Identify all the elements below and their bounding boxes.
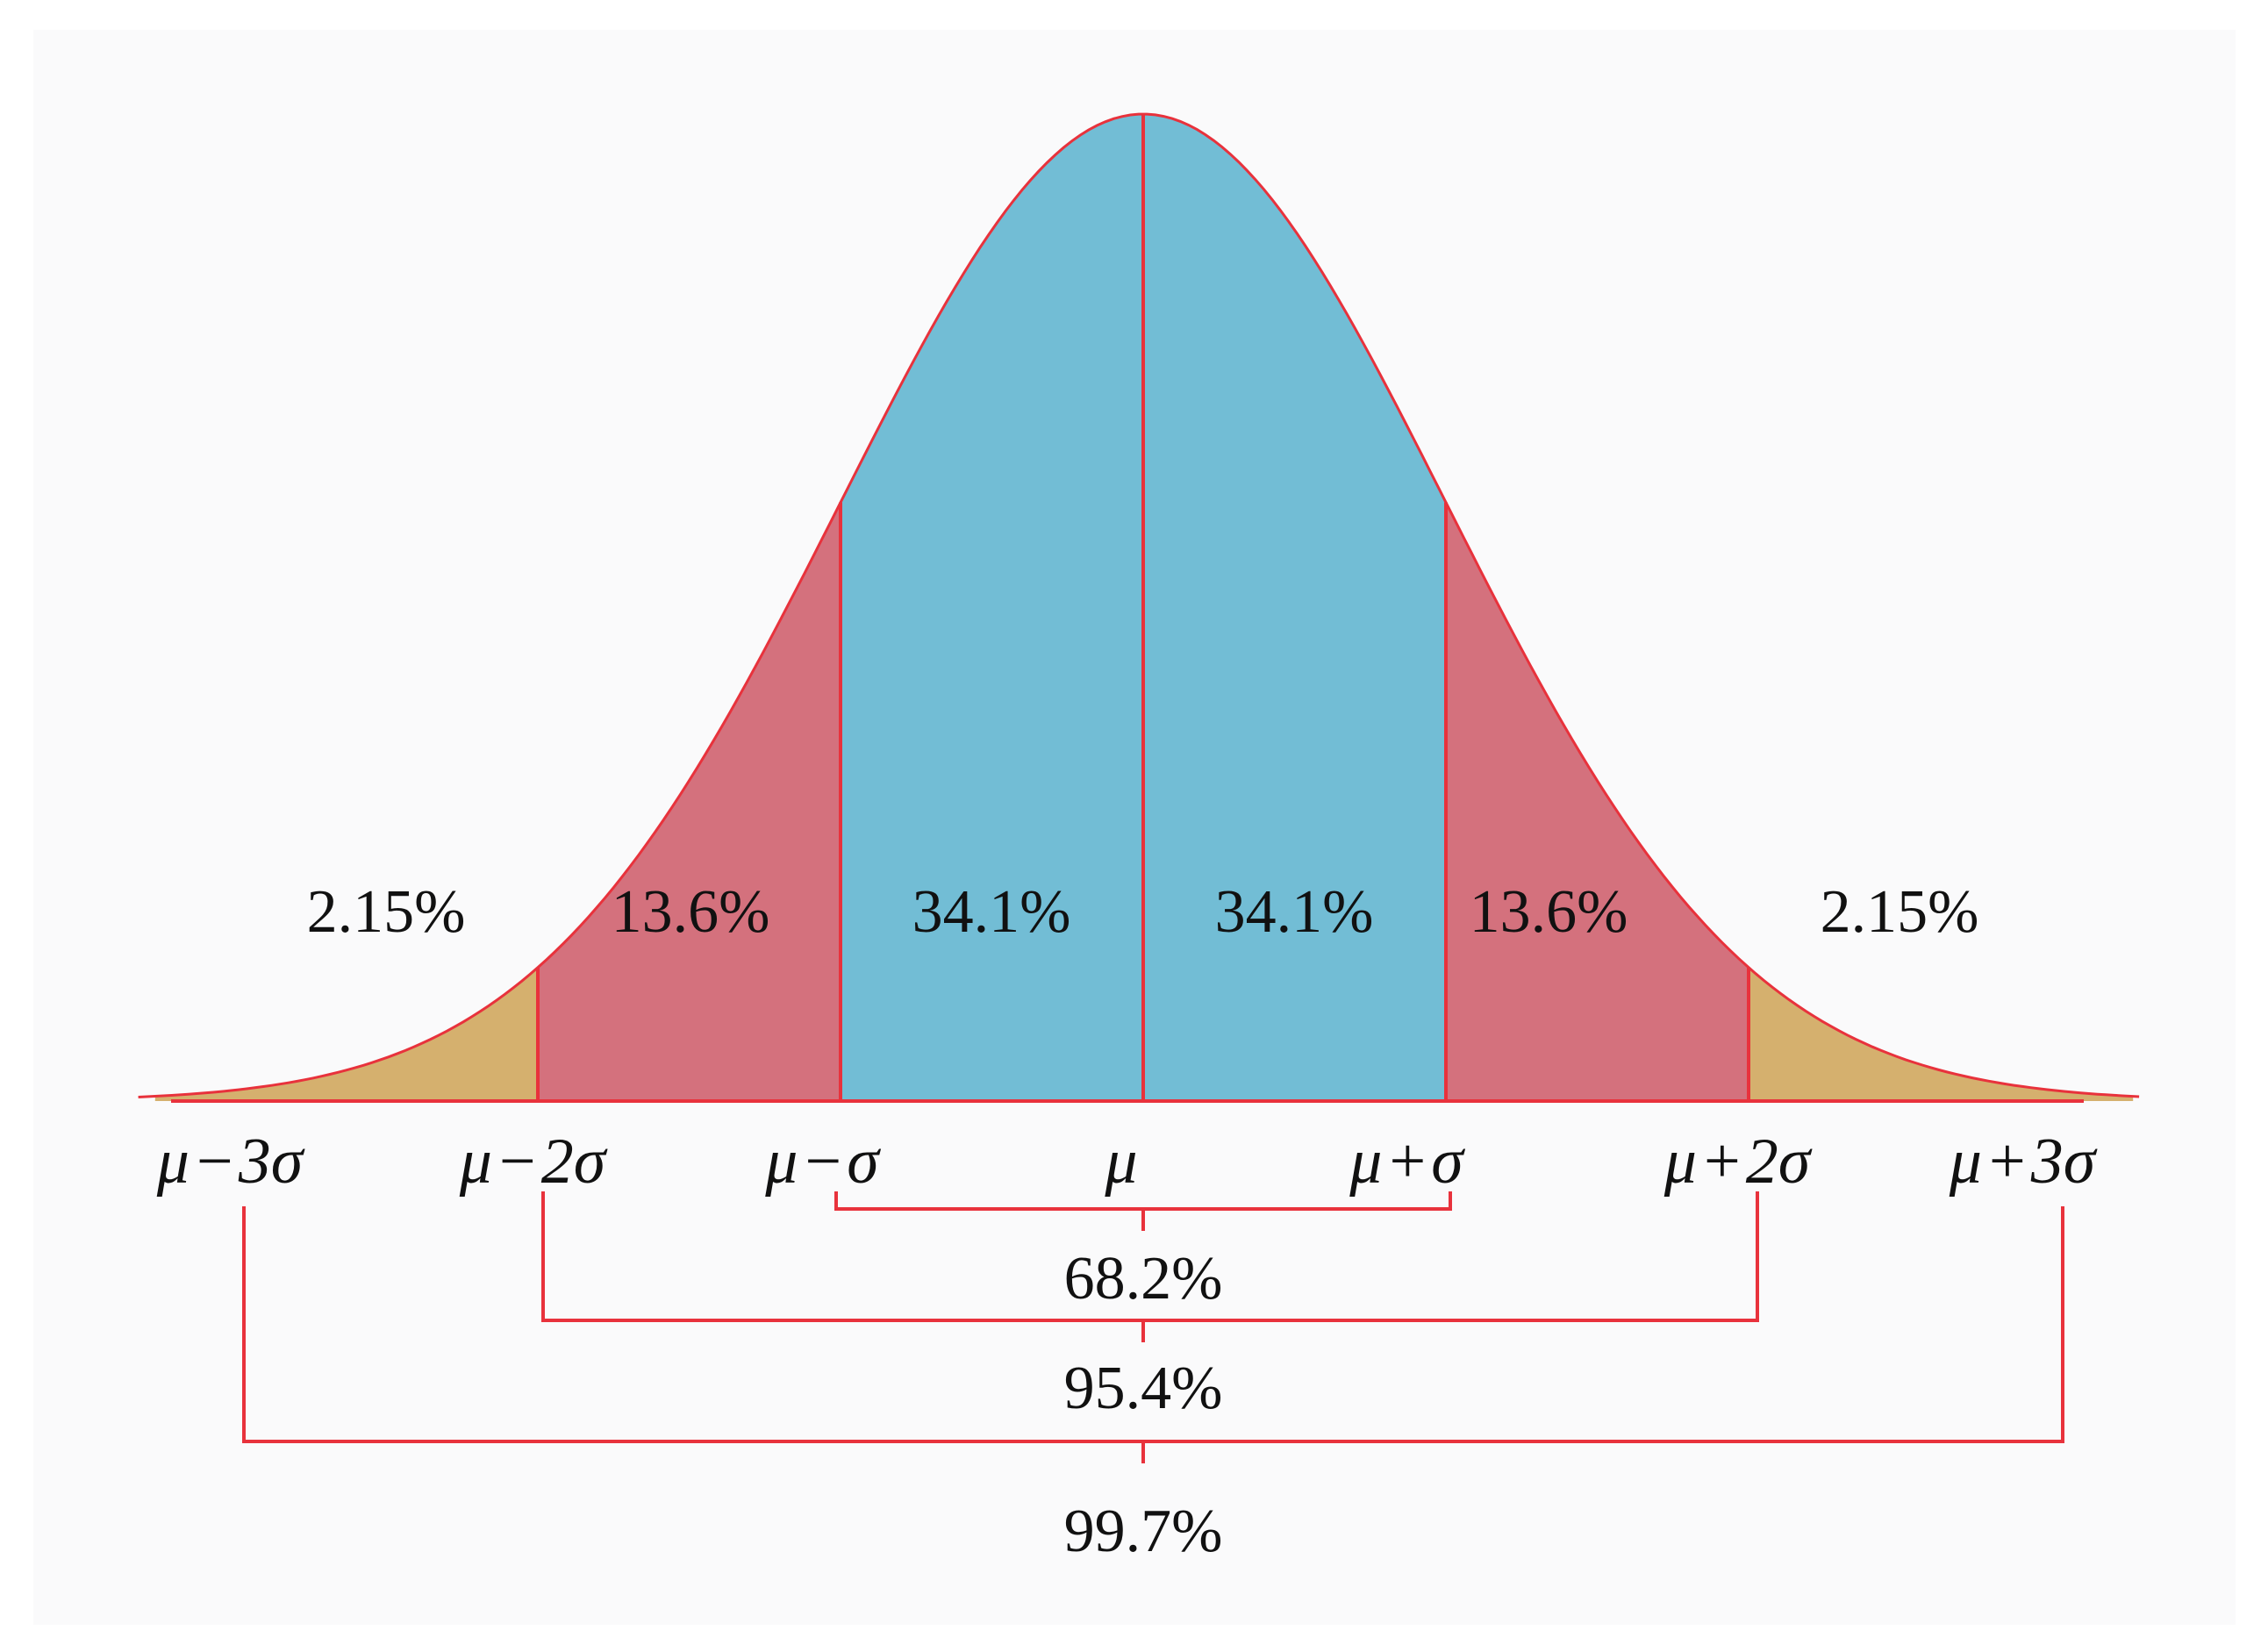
region-percent-label: 34.1% xyxy=(912,878,1071,946)
region-percent-label: 13.6% xyxy=(612,878,770,946)
interval-percent-label: 68.2% xyxy=(1064,1245,1223,1312)
region-2 xyxy=(538,502,841,1101)
region-4 xyxy=(1143,114,1446,1101)
x-tick-label: μ −2σ xyxy=(459,1126,608,1198)
x-tick-label: μ −σ xyxy=(764,1126,881,1198)
region-5 xyxy=(1446,502,1749,1101)
x-tick-label: μ xyxy=(1104,1126,1137,1198)
interval-percent-label: 95.4% xyxy=(1064,1355,1223,1422)
region-percent-label: 2.15% xyxy=(1821,878,1979,946)
interval-bracket-3sigma xyxy=(242,1206,2064,1443)
x-tick-label: μ +2σ xyxy=(1663,1126,1813,1198)
region-1 xyxy=(156,967,539,1101)
x-tick-label: μ −3σ xyxy=(156,1126,305,1198)
curve-outline xyxy=(138,112,2140,1098)
x-tick-label: μ +σ xyxy=(1349,1126,1465,1198)
region-3 xyxy=(841,114,1143,1101)
region-percent-label: 34.1% xyxy=(1215,878,1374,946)
interval-bracket-2sigma xyxy=(541,1191,1759,1322)
region-6 xyxy=(1749,967,2134,1101)
region-percent-label: 2.15% xyxy=(307,878,466,946)
interval-percent-label: 99.7% xyxy=(1064,1498,1223,1565)
region-percent-label: 13.6% xyxy=(1470,878,1628,946)
x-tick-label: μ +3σ xyxy=(1949,1126,2098,1198)
